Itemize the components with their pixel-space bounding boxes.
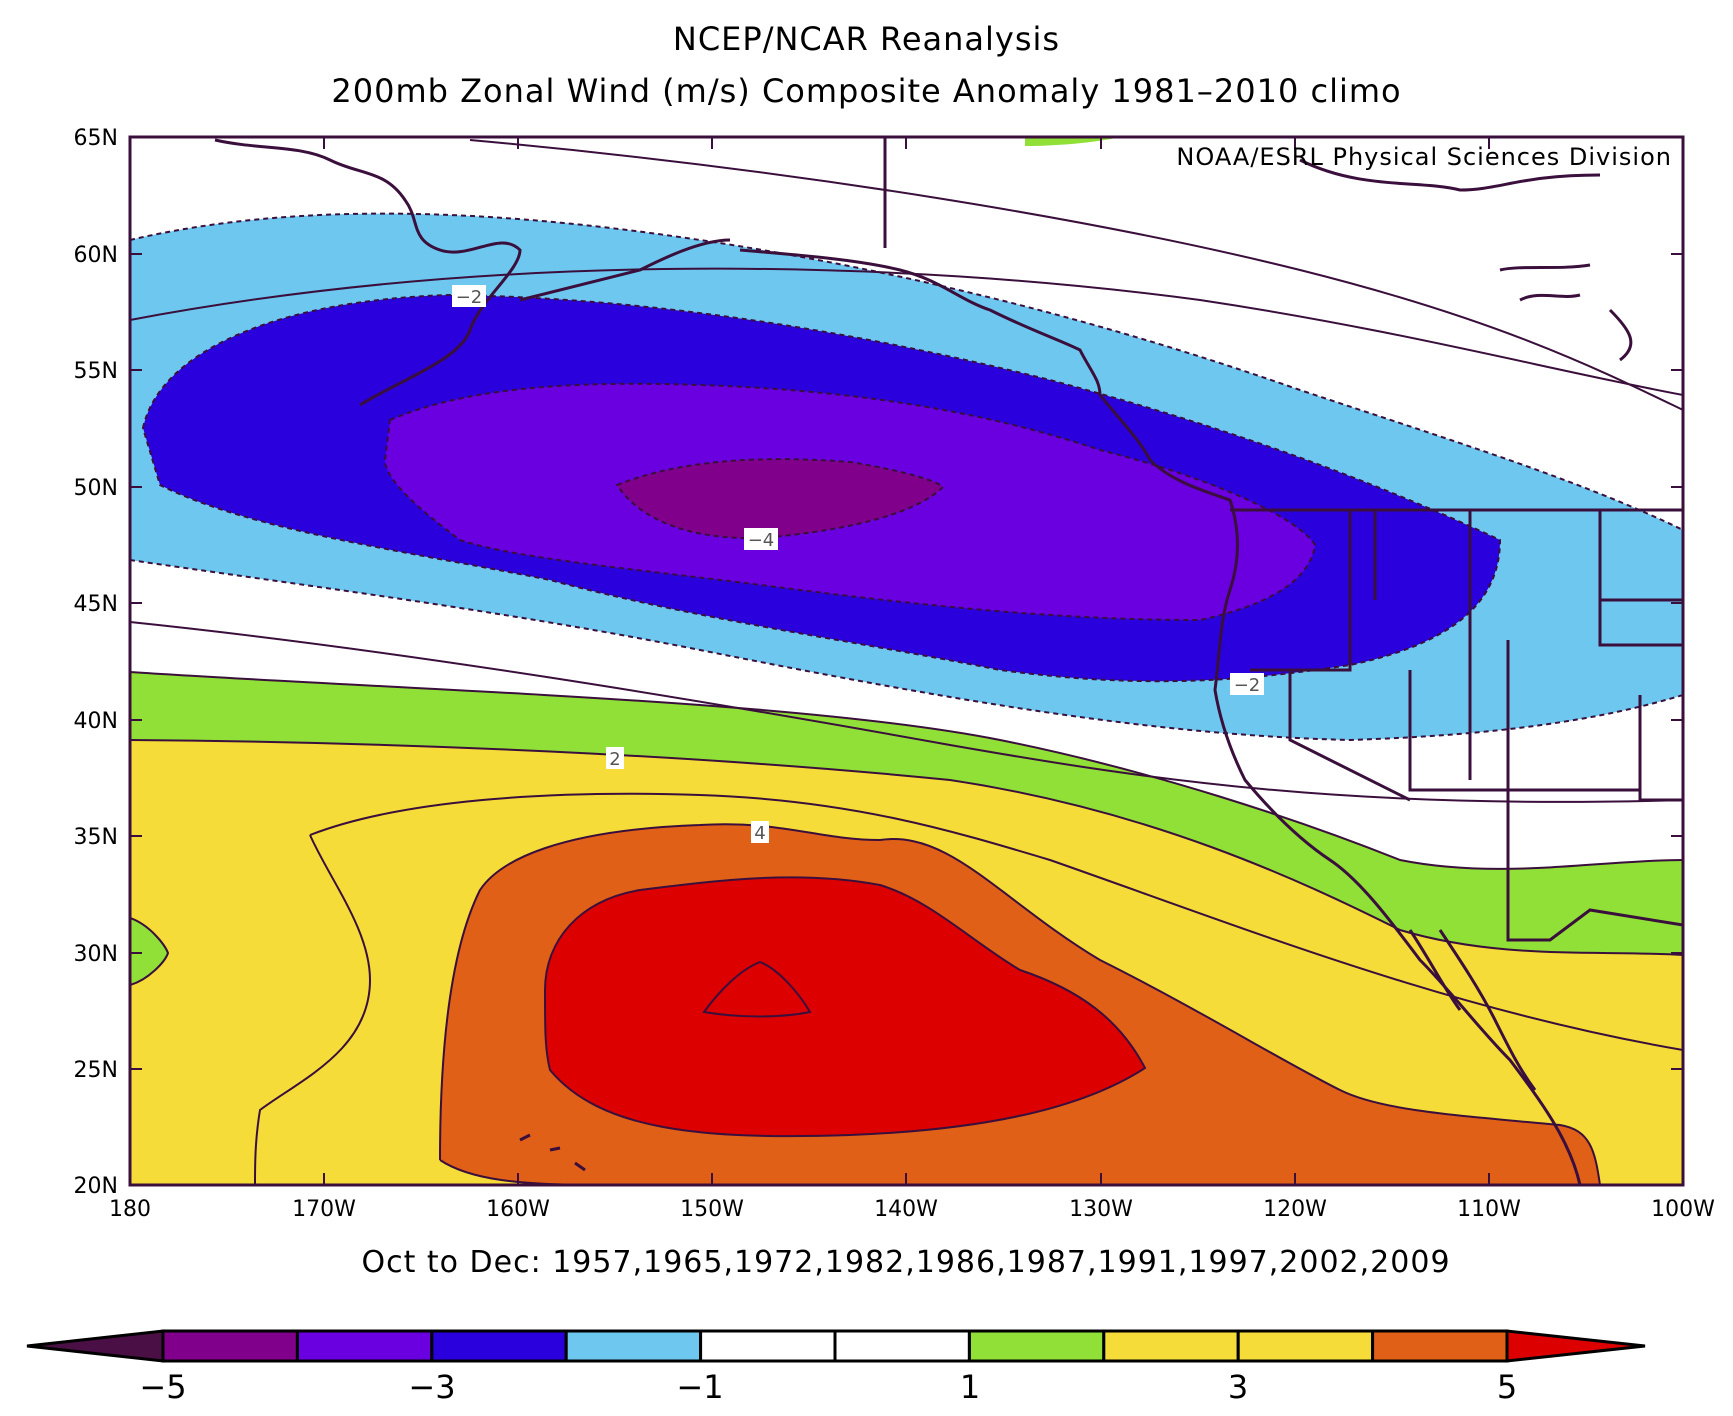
colorbar-cell	[1371, 1329, 1509, 1363]
colorbar-tick-label: 3	[1228, 1368, 1248, 1406]
contour-label: −2	[456, 287, 483, 308]
caption-text: Oct to Dec: 1957,1965,1972,1982,1986,198…	[361, 1245, 1450, 1280]
lon-tick-label: 100W	[1651, 1197, 1715, 1222]
contour-fill-pos1-north	[1025, 137, 1120, 146]
contour-label: −4	[748, 530, 775, 551]
lon-axis: 180 170W 160W 150W 140W 130W 120W 110W 1…	[109, 137, 1715, 1222]
colorbar-cell	[833, 1329, 971, 1363]
lon-tick-label: 120W	[1263, 1197, 1327, 1222]
colorbar-cell	[967, 1329, 1106, 1363]
contour-fill-pos1-west	[130, 918, 168, 985]
colorbar-high-arrow	[1505, 1329, 1646, 1363]
contour-label: 2	[609, 749, 620, 770]
map-subtitle: 200mb Zonal Wind (m/s) Composite Anomaly…	[331, 72, 1402, 110]
colorbar-cell	[699, 1329, 837, 1363]
contour-labels: −2 −4 −2 2 4	[452, 285, 1264, 844]
lon-tick-label: 180	[109, 1197, 151, 1222]
colorbar-cells	[161, 1329, 1509, 1363]
colorbar-tick-label: 5	[1497, 1368, 1517, 1406]
colorbar-cell	[161, 1329, 299, 1363]
lat-tick-label: 65N	[74, 126, 118, 151]
contour-label: −2	[1234, 675, 1261, 696]
colorbar: −5 −3 −1 1 3 5	[26, 1329, 1646, 1406]
colorbar-tick-label: 1	[960, 1368, 980, 1406]
lat-tick-label: 55N	[74, 359, 118, 384]
colorbar-cell	[295, 1329, 434, 1363]
lon-tick-label: 170W	[292, 1197, 356, 1222]
colorbar-cell	[1102, 1329, 1240, 1363]
lat-tick-label: 60N	[74, 243, 118, 268]
lat-axis: 65N 60N 55N 50N 45N 40N 35N 30N 25N 20N	[74, 126, 1683, 1199]
contour-fill-pos5	[545, 877, 1145, 1137]
colorbar-tick-label: −5	[139, 1368, 186, 1406]
colorbar-tick-label: −1	[676, 1368, 723, 1406]
lat-tick-label: 45N	[74, 592, 118, 617]
coastlines	[214, 137, 1683, 1185]
map-title: NCEP/NCAR Reanalysis	[672, 20, 1061, 58]
map-plot-area	[130, 137, 1683, 1185]
lat-tick-label: 30N	[74, 942, 118, 967]
lon-tick-label: 140W	[874, 1197, 938, 1222]
contour-fill-neg5	[617, 459, 943, 539]
lat-tick-label: 35N	[74, 825, 118, 850]
lon-tick-label: 150W	[680, 1197, 744, 1222]
lon-tick-label: 130W	[1069, 1197, 1133, 1222]
colorbar-cell	[564, 1329, 703, 1363]
lat-tick-label: 25N	[74, 1058, 118, 1083]
lon-tick-label: 160W	[486, 1197, 550, 1222]
colorbar-cell	[430, 1329, 568, 1363]
colorbar-cell	[1236, 1329, 1375, 1363]
lon-tick-label: 110W	[1457, 1197, 1521, 1222]
colorbar-low-arrow	[26, 1329, 165, 1363]
contour-lines	[130, 139, 1683, 1185]
colorbar-tick-label: −3	[408, 1368, 455, 1406]
contour-label: 4	[754, 823, 765, 844]
lat-tick-label: 50N	[74, 476, 118, 501]
lat-tick-label: 40N	[74, 709, 118, 734]
credit-text: NOAA/ESRL Physical Sciences Division	[1176, 143, 1672, 171]
lat-tick-label: 20N	[74, 1174, 118, 1199]
